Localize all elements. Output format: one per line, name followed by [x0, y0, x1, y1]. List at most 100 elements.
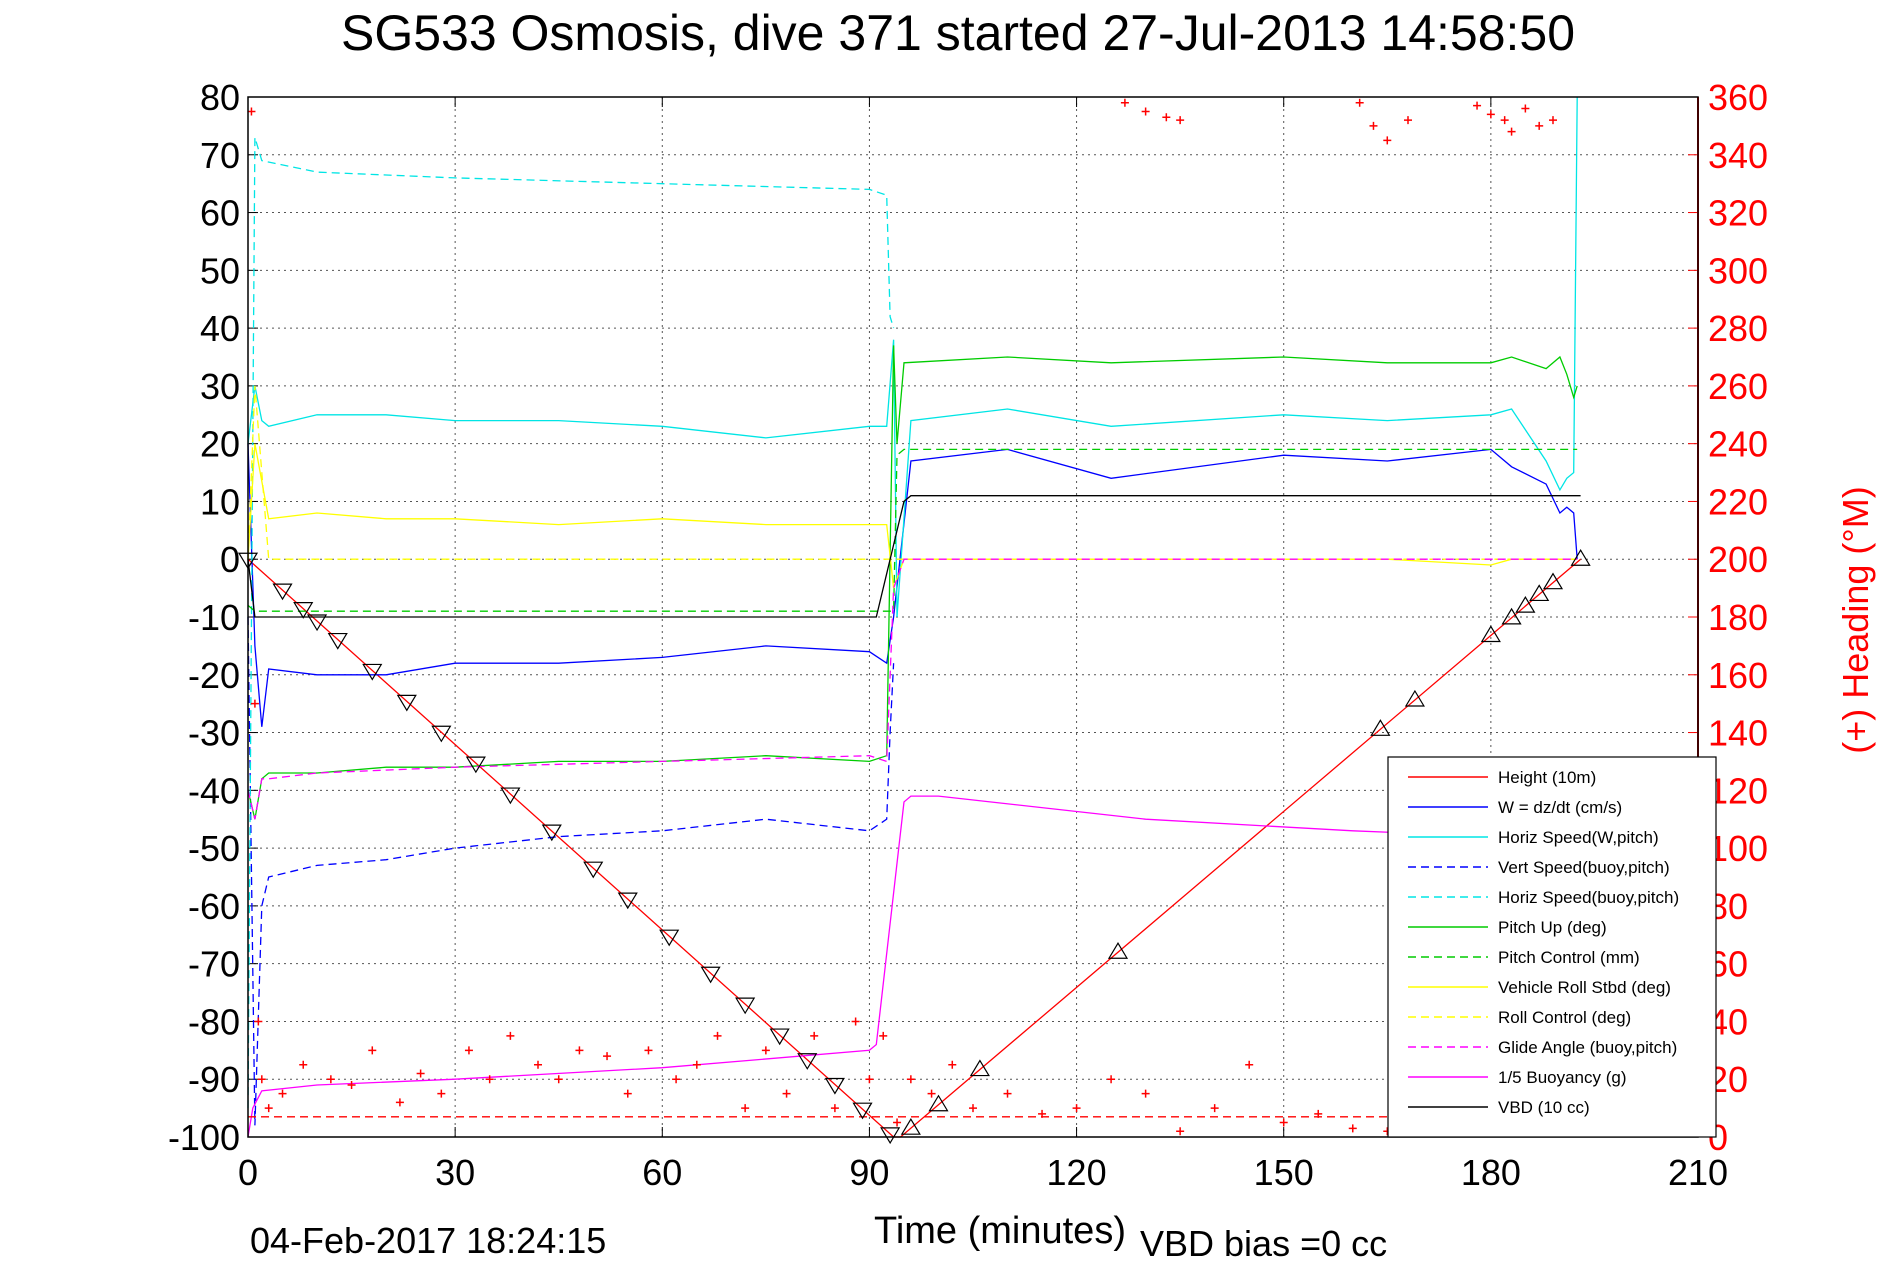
descent-triangle-marker — [583, 861, 604, 879]
heading-point — [623, 1089, 632, 1098]
y-tick-label: 40 — [200, 308, 240, 349]
legend-entry: W = dz/dt (cm/s) — [1498, 798, 1622, 817]
y-tick-label: 50 — [200, 250, 240, 291]
heading-point — [1162, 113, 1171, 122]
heading-point — [644, 1046, 653, 1055]
legend-box — [1387, 756, 1717, 1138]
ascent-triangle-marker — [900, 1118, 921, 1135]
descent-triangle-marker — [797, 1053, 818, 1070]
x-tick-label: 60 — [642, 1152, 682, 1193]
heading-point — [1141, 1089, 1150, 1098]
heading-point — [969, 1104, 977, 1113]
legend-entry: Height (10m) — [1498, 768, 1596, 787]
heading-point — [1348, 1124, 1357, 1133]
heading-point — [1383, 136, 1392, 145]
y2-tick-label: 360 — [1708, 77, 1768, 118]
heading-point — [506, 1031, 515, 1040]
heading-point — [1486, 110, 1495, 119]
heading-point — [906, 1075, 915, 1084]
heading-point — [395, 1098, 404, 1107]
heading-point — [1549, 116, 1557, 125]
heading-point — [1473, 101, 1482, 110]
descent-triangle-marker — [293, 602, 314, 619]
grid-lines — [247, 96, 1699, 1138]
y2-tick-label: 340 — [1708, 135, 1768, 176]
heading-point — [437, 1089, 446, 1098]
heading-point — [1120, 98, 1129, 107]
descent-triangle-marker — [700, 966, 721, 984]
heading-point — [347, 1081, 356, 1089]
y-tick-label: -70 — [188, 944, 240, 985]
vbd-bias-footer: VBD bias =0 cc — [1140, 1223, 1387, 1262]
ascent-triangle-marker — [1542, 572, 1564, 590]
heading-point — [603, 1052, 612, 1061]
descent-triangle-marker — [306, 614, 328, 632]
y2-tick-label: 300 — [1708, 250, 1768, 291]
ascent-triangle-marker — [1404, 689, 1425, 707]
x-tick-label: 120 — [1047, 1152, 1107, 1193]
series-horiz-speed-buoy-pitch — [247, 137, 895, 1109]
heading-point — [368, 1046, 377, 1055]
ascent-triangle-marker — [1501, 607, 1522, 625]
heading-point — [1355, 98, 1364, 107]
x-tick-label: 150 — [1254, 1152, 1314, 1193]
heading-point — [278, 1089, 287, 1098]
series-horiz-speed-w-pitch — [247, 96, 1578, 618]
y2-tick-label: 240 — [1708, 424, 1768, 465]
descent-triangle-marker — [362, 663, 383, 681]
y2-tick-label: 260 — [1708, 366, 1768, 407]
y-tick-label: -40 — [188, 770, 240, 811]
descent-triangle-marker — [735, 997, 756, 1015]
y-tick-label: 30 — [200, 366, 240, 407]
heading-point — [1107, 1075, 1116, 1084]
heading-point — [1072, 1104, 1081, 1113]
y-tick-label: -10 — [188, 597, 240, 638]
ascent-triangle-marker — [1480, 625, 1501, 643]
heading-point — [879, 1031, 888, 1040]
heading-point — [554, 1075, 563, 1084]
y2-tick-label: 160 — [1708, 655, 1768, 696]
x-tick-label: 210 — [1668, 1152, 1728, 1193]
descent-triangle-marker — [659, 929, 680, 947]
descent-triangle-marker — [617, 892, 638, 910]
y2-tick-label: 220 — [1708, 481, 1768, 522]
descent-triangle-marker — [541, 824, 562, 842]
heading-point — [264, 1104, 273, 1113]
legend-entry: VBD (10 cc) — [1498, 1098, 1590, 1117]
ascent-triangle-marker — [1107, 942, 1129, 959]
heading-point — [1176, 116, 1185, 125]
y-tick-label: -100 — [168, 1117, 240, 1158]
heading-point — [851, 1017, 860, 1026]
y-tick-label: -30 — [188, 713, 240, 754]
y2-tick-label: 280 — [1708, 308, 1768, 349]
heading-point — [1404, 116, 1412, 125]
heading-point — [1176, 1127, 1185, 1136]
descent-triangle-marker — [880, 1127, 901, 1145]
heading-point — [326, 1075, 335, 1084]
x-tick-label: 90 — [849, 1152, 889, 1193]
series-heading-upper-markers — [1120, 98, 1557, 145]
series-1-5-buoyancy-g — [247, 795, 1498, 1138]
heading-point — [741, 1104, 750, 1113]
descent-triangle-marker — [327, 632, 348, 650]
heading-point — [1369, 121, 1378, 130]
heading-point — [250, 699, 259, 708]
heading-point — [464, 1046, 473, 1055]
descent-triangle-marker — [500, 787, 521, 805]
heading-point — [299, 1060, 308, 1069]
y-tick-label: -20 — [188, 655, 240, 696]
y2-tick-label: 320 — [1708, 193, 1768, 234]
series-pitch-control-mm — [247, 448, 1578, 612]
heading-point — [1210, 1104, 1219, 1113]
y-tick-label: 10 — [200, 481, 240, 522]
heading-point — [1507, 127, 1516, 136]
legend-entry: Glide Angle (buoy,pitch) — [1498, 1038, 1677, 1057]
y2-tick-label: 120 — [1708, 770, 1768, 811]
heading-point — [416, 1069, 425, 1078]
heading-point — [672, 1075, 681, 1084]
y-tick-label: 80 — [200, 77, 240, 118]
x-tick-label: 30 — [435, 1152, 475, 1193]
descent-triangle-marker — [824, 1077, 845, 1095]
y-tick-label: -80 — [188, 1001, 240, 1042]
